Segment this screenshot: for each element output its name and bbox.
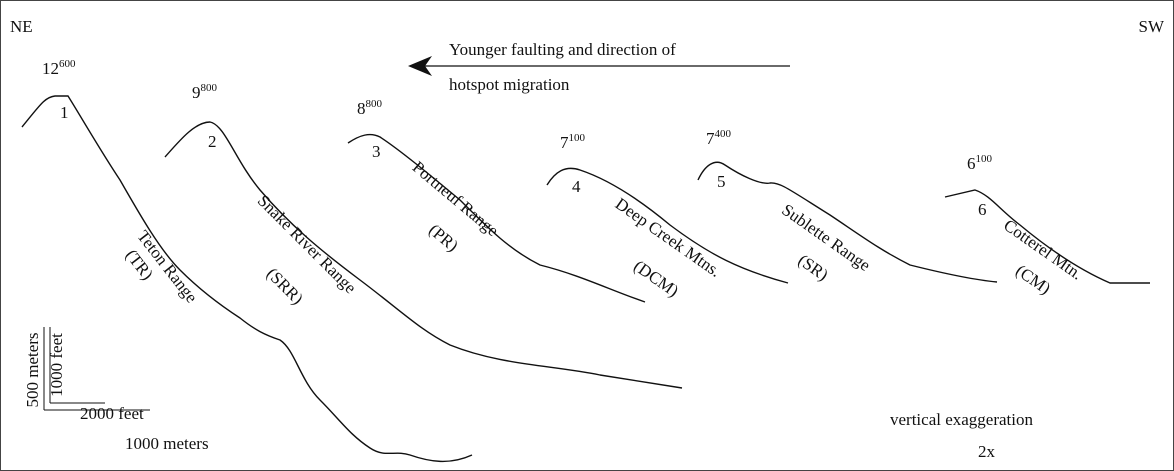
range-abbr: (DCM) [630, 256, 682, 300]
age-base: 12 [42, 59, 59, 78]
profile [546, 167, 789, 284]
arrow-caption: Younger faulting and direction of [449, 40, 676, 59]
age-sup: 100 [976, 153, 993, 165]
range-abbr: (CM) [1012, 261, 1054, 298]
profile [164, 121, 683, 389]
scale-bar: 500 meters 1000 feet 2000 feet 1000 mete… [23, 327, 209, 453]
range-number: 5 [717, 172, 726, 191]
age-base: 6 [967, 154, 976, 173]
age-base: 7 [560, 133, 569, 152]
range-name: Deep Creek Mtns. [612, 194, 725, 281]
scale-label: 2000 feet [80, 404, 144, 423]
arrow-caption: hotspot migration [449, 75, 570, 94]
range-number: 6 [978, 200, 987, 219]
age-base: 7 [706, 129, 715, 148]
scale-label: 500 meters [23, 332, 42, 407]
range-abbr: (PR) [425, 220, 462, 255]
range-name: Sublette Range [778, 200, 874, 275]
range-age: 9800 [192, 82, 218, 102]
range-number: 1 [60, 103, 69, 122]
range-age: 12600 [42, 58, 76, 78]
range-abbr: (SR) [795, 250, 832, 284]
range-name: Portneuf Range [409, 157, 503, 240]
corner-label: SW [1139, 17, 1165, 36]
scale-label: 1000 feet [47, 333, 66, 397]
age-base: 9 [192, 83, 201, 102]
age-sup: 800 [366, 98, 383, 110]
age-sup: 100 [569, 132, 586, 144]
range-number: 3 [372, 142, 381, 161]
range-age: 6100 [967, 153, 993, 173]
scale-label: 1000 meters [125, 434, 209, 453]
profile [347, 133, 646, 303]
range-age: 7100 [560, 132, 586, 152]
profile [944, 189, 1150, 284]
range-abbr: (SRR) [263, 264, 307, 308]
profile [21, 95, 473, 463]
arrow-head [408, 56, 432, 76]
range-number: 2 [208, 132, 217, 151]
corner-label: NE [10, 17, 33, 36]
age-sup: 800 [201, 82, 218, 94]
note: vertical exaggeration [890, 410, 1034, 429]
note: 2x [978, 442, 996, 461]
age-sup: 600 [59, 58, 76, 70]
range-age: 8800 [357, 98, 383, 118]
range-number: 4 [572, 177, 581, 196]
age-sup: 400 [715, 128, 732, 140]
range-name: Cotterel Mtn. [1000, 215, 1086, 283]
range-age: 7400 [706, 128, 732, 148]
age-base: 8 [357, 99, 366, 118]
profile [697, 161, 998, 283]
